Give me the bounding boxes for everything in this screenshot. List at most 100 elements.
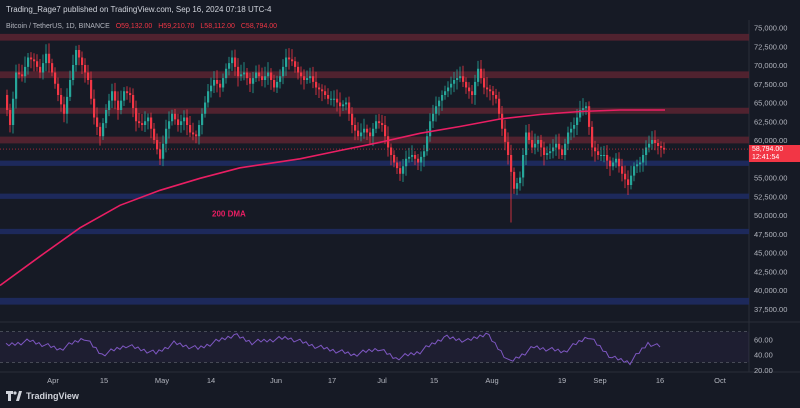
- candle-body: [30, 57, 33, 60]
- candle-body: [243, 72, 246, 75]
- candle-body: [42, 63, 45, 73]
- candle-body: [402, 166, 405, 174]
- candle-body: [186, 117, 189, 125]
- candle-body: [414, 155, 417, 159]
- candle-body: [573, 125, 576, 129]
- candle-body: [270, 72, 273, 80]
- candle-body: [294, 61, 297, 67]
- candle-body: [111, 91, 114, 101]
- time-axis-label: 19: [558, 376, 566, 385]
- candle-body: [372, 128, 375, 137]
- candle-body: [216, 80, 219, 84]
- candle-body: [324, 91, 327, 95]
- candle-body: [327, 95, 330, 99]
- candle-body: [93, 98, 96, 118]
- candle-body: [24, 66, 27, 77]
- candle-body: [522, 155, 525, 178]
- candle-body: [591, 126, 594, 148]
- candle-body: [357, 130, 360, 137]
- candle-body: [84, 65, 87, 73]
- time-axis-label: Aug: [485, 376, 498, 385]
- candle-body: [468, 87, 471, 92]
- high-value: H59,210.70: [158, 23, 195, 30]
- candle-body: [651, 140, 654, 144]
- candle-body: [381, 123, 384, 125]
- candle-body: [555, 143, 558, 148]
- candle-body: [195, 134, 198, 137]
- resistance-zone-1: [0, 71, 749, 79]
- candle-body: [615, 158, 618, 163]
- candle-body: [225, 68, 228, 79]
- candle-body: [471, 91, 474, 95]
- candle-body: [603, 155, 606, 156]
- candle-body: [117, 100, 120, 110]
- candle-body: [309, 76, 312, 79]
- candle-body: [360, 132, 363, 137]
- candle-body: [660, 146, 663, 148]
- candle-body: [231, 57, 234, 64]
- candle-body: [579, 110, 582, 118]
- dma-200-label: 200 DMA: [212, 210, 246, 219]
- price-axis-label: 55,000.00: [754, 174, 787, 183]
- candle-body: [132, 95, 135, 109]
- candle-body: [552, 147, 555, 152]
- candle-body: [477, 68, 480, 82]
- candle-body: [264, 76, 267, 80]
- price-axis-label: 67,500.00: [754, 80, 787, 89]
- candle-body: [336, 98, 339, 103]
- candle-body: [273, 80, 276, 88]
- candle-body: [153, 128, 156, 140]
- candle-body: [39, 66, 42, 73]
- time-axis-label: 17: [328, 376, 336, 385]
- candle-body: [519, 177, 522, 184]
- candle-body: [540, 140, 543, 148]
- dma-200-line: [0, 109, 665, 287]
- candle-body: [321, 89, 324, 92]
- candle-body: [495, 95, 498, 99]
- candle-body: [198, 125, 201, 137]
- candle-body: [558, 143, 561, 150]
- candle-body: [300, 72, 303, 77]
- candle-body: [171, 113, 174, 122]
- candle-body: [135, 108, 138, 122]
- candle-body: [255, 72, 258, 79]
- candle-countdown: 12:41:54: [752, 154, 780, 162]
- candle-body: [180, 121, 183, 125]
- candle-body: [624, 173, 627, 180]
- candle-body: [594, 147, 597, 152]
- symbol-legend[interactable]: Bitcoin / TetherUS, 1D, BINANCE O59,132.…: [6, 20, 281, 34]
- footer-brand[interactable]: TradingView: [0, 384, 800, 408]
- candle-body: [114, 91, 117, 101]
- candle-body: [63, 104, 66, 114]
- symbol-name: Bitcoin / TetherUS, 1D, BINANCE: [6, 23, 110, 30]
- candle-body: [60, 95, 63, 105]
- candle-body: [249, 78, 252, 84]
- candle-body: [78, 50, 81, 58]
- candle-body: [639, 162, 642, 165]
- candle-body: [441, 95, 444, 101]
- candle-body: [384, 125, 387, 137]
- time-axis-label: 16: [656, 376, 664, 385]
- rsi-line: [5, 332, 661, 366]
- candle-body: [258, 72, 261, 77]
- candle-body: [141, 123, 144, 125]
- price-axis-label: 60,000.00: [754, 136, 787, 145]
- candle-body: [654, 140, 657, 143]
- candle-body: [12, 98, 15, 125]
- candle-body: [207, 91, 210, 103]
- candle-body: [108, 100, 111, 110]
- time-axis-label: Jun: [270, 376, 282, 385]
- candle-body: [444, 91, 447, 95]
- candle-body: [576, 117, 579, 125]
- candle-body: [435, 106, 438, 114]
- candle-body: [507, 141, 510, 155]
- candle-body: [456, 78, 459, 80]
- candles-group: [6, 43, 666, 223]
- candle-body: [474, 81, 477, 95]
- rsi-axis-label: 20.00: [754, 366, 773, 375]
- candle-body: [237, 66, 240, 77]
- candle-body: [204, 102, 207, 114]
- candle-body: [348, 102, 351, 114]
- candle-body: [465, 81, 468, 88]
